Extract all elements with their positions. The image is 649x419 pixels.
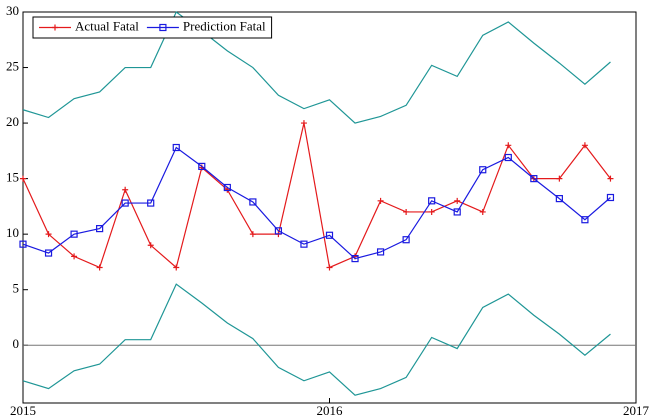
y-tick-label: 10 <box>6 225 19 240</box>
point <box>581 216 589 224</box>
point <box>172 143 180 152</box>
legend-marker <box>52 24 58 31</box>
point <box>504 153 512 162</box>
point <box>70 230 78 238</box>
legend-label: Actual Fatal <box>75 18 139 33</box>
point <box>530 175 538 183</box>
legend: Actual Fatal Prediction Fatal <box>32 16 273 39</box>
point <box>479 166 487 174</box>
point <box>606 193 615 202</box>
point <box>300 120 307 127</box>
point <box>173 264 180 271</box>
x-tick-label: 2015 <box>10 403 36 418</box>
point <box>581 142 588 149</box>
legend-label: Prediction Fatal <box>183 18 266 33</box>
point <box>122 186 129 193</box>
point <box>20 175 26 182</box>
point <box>555 195 563 203</box>
series-line <box>22 11 611 124</box>
y-tick-label: 25 <box>6 59 19 74</box>
x-tick-label: 2016 <box>317 403 344 418</box>
point <box>45 231 52 238</box>
point <box>607 175 614 182</box>
y-tick-label: 20 <box>6 114 19 129</box>
y-tick-label: 5 <box>13 281 20 296</box>
series-line <box>22 122 611 269</box>
point <box>96 264 103 271</box>
point <box>402 236 410 244</box>
point <box>121 199 129 207</box>
point <box>147 242 154 249</box>
point <box>274 227 283 235</box>
point <box>377 197 384 204</box>
x-tick-label: 2017 <box>623 403 649 418</box>
y-tick-label: 0 <box>13 336 20 351</box>
point <box>147 199 155 207</box>
point <box>198 162 206 171</box>
point <box>351 254 359 263</box>
point <box>223 183 231 192</box>
point <box>249 231 256 238</box>
y-tick-label: 15 <box>6 170 19 185</box>
point <box>325 231 334 239</box>
point <box>326 264 333 271</box>
point <box>249 198 257 206</box>
point <box>428 197 436 205</box>
legend-marker <box>159 23 167 32</box>
point <box>453 208 461 216</box>
series-line <box>22 283 611 396</box>
point <box>44 249 53 257</box>
point <box>428 208 435 215</box>
point <box>505 142 512 149</box>
point <box>479 208 486 215</box>
point <box>71 253 78 260</box>
point <box>19 240 27 248</box>
series-line <box>22 146 611 260</box>
point <box>556 175 563 182</box>
point <box>300 240 308 248</box>
y-tick-label: 30 <box>6 3 19 18</box>
point <box>376 248 385 256</box>
point <box>454 197 461 204</box>
plot-frame <box>22 11 637 404</box>
point <box>403 208 410 215</box>
point <box>96 225 104 233</box>
